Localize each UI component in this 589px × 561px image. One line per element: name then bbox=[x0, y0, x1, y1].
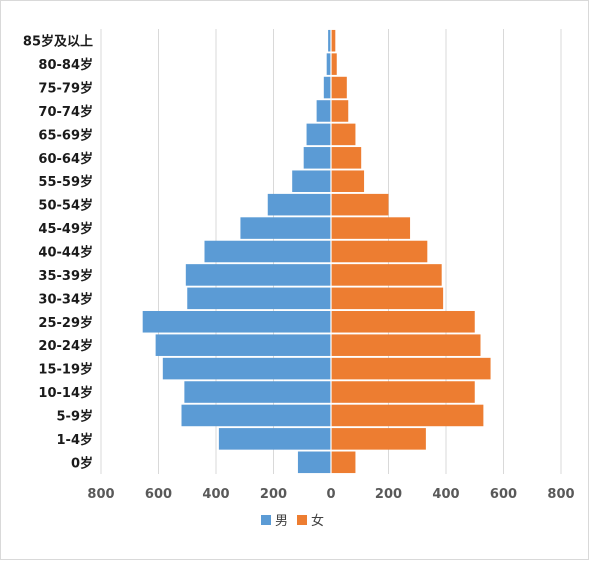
bar-male-14 bbox=[306, 123, 331, 146]
category-labels: 0岁 1-4岁 5-9岁 10-14岁 15-19岁 20-24岁 25-29岁 30-34岁… bbox=[23, 34, 93, 472]
category-label-13: 60-64岁 bbox=[38, 151, 93, 167]
category-label-5: 20-24岁 bbox=[38, 338, 93, 354]
bar-female-5 bbox=[331, 334, 481, 356]
bar-female-0 bbox=[331, 451, 356, 474]
bar-female-2 bbox=[331, 404, 484, 427]
bar-male-16 bbox=[323, 76, 331, 99]
bar-female-18 bbox=[331, 29, 336, 52]
category-label-2: 5-9岁 bbox=[57, 408, 94, 424]
category-label-14: 65-69岁 bbox=[38, 127, 93, 143]
bar-male-12 bbox=[292, 170, 331, 193]
bar-female-3 bbox=[331, 381, 475, 403]
x-tick-label-0: 800 bbox=[87, 487, 114, 502]
bar-male-7 bbox=[187, 287, 331, 310]
category-label-18: 85岁及以上 bbox=[23, 34, 93, 50]
category-label-3: 10-14岁 bbox=[38, 385, 93, 401]
legend-label-female: 女 bbox=[311, 513, 324, 529]
category-label-9: 40-44岁 bbox=[38, 245, 93, 261]
bar-male-3 bbox=[184, 381, 331, 403]
bar-male-4 bbox=[162, 357, 331, 380]
bar-female-11 bbox=[331, 193, 389, 216]
category-label-11: 50-54岁 bbox=[38, 198, 93, 214]
bar-female-7 bbox=[331, 287, 444, 310]
x-tick-labels: 800 600 400 200 0 200 400 600 800 bbox=[87, 487, 574, 502]
bar-female-15 bbox=[331, 100, 349, 122]
category-label-12: 55-59岁 bbox=[38, 174, 93, 190]
bar-female-4 bbox=[331, 357, 491, 380]
bar-female-12 bbox=[331, 170, 365, 193]
bar-male-5 bbox=[155, 334, 331, 356]
category-label-7: 30-34岁 bbox=[38, 291, 93, 307]
x-tick-label-4: 0 bbox=[326, 487, 335, 502]
bar-male-15 bbox=[316, 100, 331, 122]
bar-female-1 bbox=[331, 428, 426, 450]
bar-female-14 bbox=[331, 123, 356, 146]
bar-male-17 bbox=[326, 53, 331, 75]
bar-male-2 bbox=[181, 404, 331, 427]
bar-male-8 bbox=[185, 264, 331, 286]
category-label-15: 70-74岁 bbox=[38, 104, 93, 120]
bar-female-10 bbox=[331, 217, 411, 239]
x-tick-label-7: 600 bbox=[490, 487, 517, 502]
x-tick-label-5: 200 bbox=[375, 487, 402, 502]
category-label-10: 45-49岁 bbox=[38, 221, 93, 237]
x-tick-label-1: 600 bbox=[145, 487, 172, 502]
bar-male-10 bbox=[240, 217, 331, 239]
x-tick-label-2: 400 bbox=[202, 487, 229, 502]
x-tick-label-8: 800 bbox=[547, 487, 574, 502]
bar-female-9 bbox=[331, 240, 428, 263]
bar-female-17 bbox=[331, 53, 337, 75]
category-label-1: 1-4岁 bbox=[57, 432, 94, 448]
bars bbox=[142, 29, 491, 474]
legend-label-male: 男 bbox=[275, 514, 288, 529]
legend-swatch-male bbox=[261, 515, 271, 525]
category-label-4: 15-19岁 bbox=[38, 362, 93, 378]
category-label-8: 35-39岁 bbox=[38, 268, 93, 284]
bar-male-6 bbox=[142, 310, 331, 333]
category-label-6: 25-29岁 bbox=[38, 315, 93, 331]
x-tick-label-6: 400 bbox=[432, 487, 459, 502]
category-label-16: 75-79岁 bbox=[38, 81, 93, 97]
bar-male-11 bbox=[267, 193, 331, 216]
bar-male-0 bbox=[297, 451, 331, 474]
bar-male-9 bbox=[204, 240, 331, 263]
legend-swatch-female bbox=[297, 515, 307, 525]
bar-male-13 bbox=[303, 147, 331, 169]
legend: 男 女 bbox=[261, 513, 324, 529]
category-label-0: 0岁 bbox=[71, 455, 93, 471]
bar-female-16 bbox=[331, 76, 347, 99]
bar-female-13 bbox=[331, 147, 362, 169]
bar-female-8 bbox=[331, 264, 442, 286]
x-tick-label-3: 200 bbox=[260, 487, 287, 502]
category-label-17: 80-84岁 bbox=[38, 57, 93, 73]
bar-male-1 bbox=[218, 428, 331, 450]
bar-male-18 bbox=[328, 29, 331, 52]
bar-female-6 bbox=[331, 310, 475, 333]
